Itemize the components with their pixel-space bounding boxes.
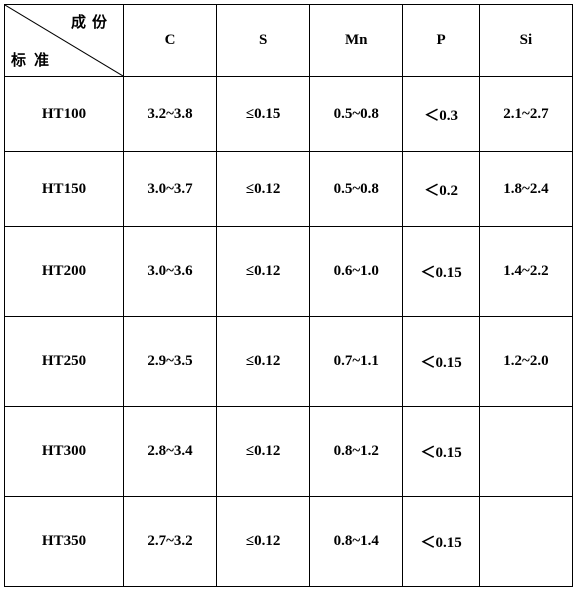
corner-header-cell: 成份 标准: [5, 5, 124, 77]
cell-mn: 0.5~0.8: [310, 152, 403, 227]
col-header-si: Si: [479, 5, 572, 77]
row-label: HT300: [5, 407, 124, 497]
row-label: HT150: [5, 152, 124, 227]
cell-mn: 0.5~0.8: [310, 77, 403, 152]
cell-mn: 0.7~1.1: [310, 317, 403, 407]
col-header-s: S: [217, 5, 310, 77]
table-row: HT200 3.0~3.6 ≤0.12 0.6~1.0 ＜0.15 1.4~2.…: [5, 227, 573, 317]
cell-p: ＜0.15: [403, 227, 480, 317]
corner-top-label: 成份: [71, 11, 113, 32]
col-header-c: C: [123, 5, 216, 77]
table-row: HT350 2.7~3.2 ≤0.12 0.8~1.4 ＜0.15: [5, 497, 573, 587]
row-label: HT350: [5, 497, 124, 587]
cell-mn: 0.8~1.4: [310, 497, 403, 587]
row-label: HT100: [5, 77, 124, 152]
cell-c: 3.0~3.7: [123, 152, 216, 227]
table-row: HT300 2.8~3.4 ≤0.12 0.8~1.2 ＜0.15: [5, 407, 573, 497]
col-header-mn: Mn: [310, 5, 403, 77]
cell-si: 1.4~2.2: [479, 227, 572, 317]
cell-c: 2.8~3.4: [123, 407, 216, 497]
table-row: HT100 3.2~3.8 ≤0.15 0.5~0.8 ＜0.3 2.1~2.7: [5, 77, 573, 152]
corner-bottom-label: 标准: [11, 49, 57, 70]
cell-s: ≤0.15: [217, 77, 310, 152]
cell-si: 1.2~2.0: [479, 317, 572, 407]
cell-c: 2.9~3.5: [123, 317, 216, 407]
cell-p: ＜0.15: [403, 497, 480, 587]
cell-p: ＜0.3: [403, 77, 480, 152]
cell-c: 3.2~3.8: [123, 77, 216, 152]
cell-s: ≤0.12: [217, 152, 310, 227]
cell-mn: 0.8~1.2: [310, 407, 403, 497]
cell-si: 1.8~2.4: [479, 152, 572, 227]
table-row: HT150 3.0~3.7 ≤0.12 0.5~0.8 ＜0.2 1.8~2.4: [5, 152, 573, 227]
cell-si: [479, 497, 572, 587]
row-label: HT200: [5, 227, 124, 317]
row-label: HT250: [5, 317, 124, 407]
table-header-row: 成份 标准 C S Mn P Si: [5, 5, 573, 77]
cell-si: [479, 407, 572, 497]
cell-s: ≤0.12: [217, 407, 310, 497]
col-header-p: P: [403, 5, 480, 77]
cell-mn: 0.6~1.0: [310, 227, 403, 317]
cell-c: 2.7~3.2: [123, 497, 216, 587]
cell-p: ＜0.15: [403, 317, 480, 407]
cell-si: 2.1~2.7: [479, 77, 572, 152]
composition-standards-table: 成份 标准 C S Mn P Si HT100 3.2~3.8 ≤0.15 0.…: [4, 4, 573, 587]
cell-p: ＜0.15: [403, 407, 480, 497]
cell-s: ≤0.12: [217, 317, 310, 407]
cell-c: 3.0~3.6: [123, 227, 216, 317]
cell-s: ≤0.12: [217, 497, 310, 587]
cell-s: ≤0.12: [217, 227, 310, 317]
cell-p: ＜0.2: [403, 152, 480, 227]
table-row: HT250 2.9~3.5 ≤0.12 0.7~1.1 ＜0.15 1.2~2.…: [5, 317, 573, 407]
